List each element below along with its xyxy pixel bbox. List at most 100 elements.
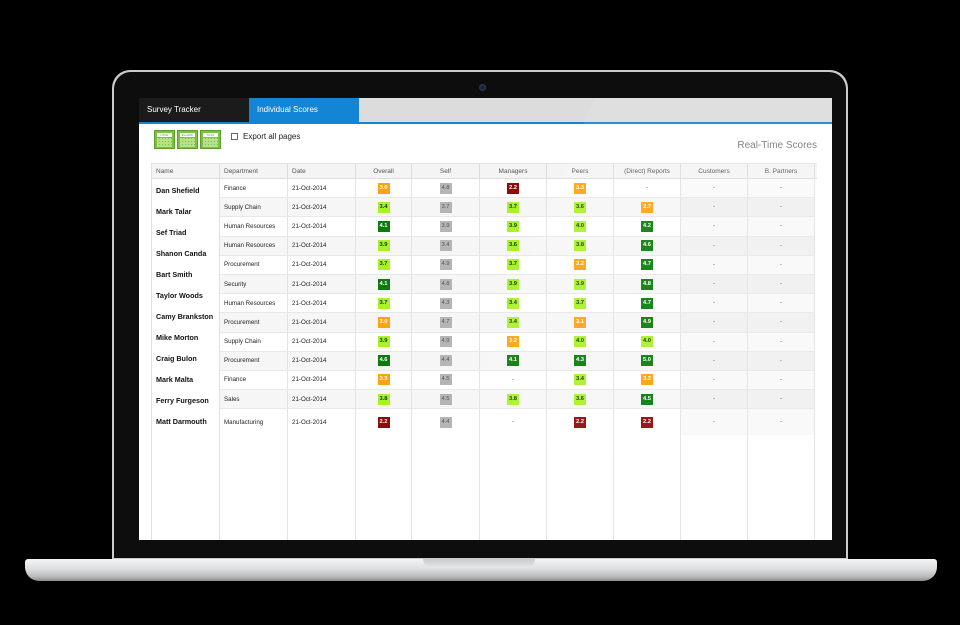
- score-badge: 2.2: [574, 416, 586, 428]
- managers-cell: 3.2: [480, 332, 547, 351]
- score-badge: 4.0: [641, 336, 653, 348]
- column-header-customers[interactable]: Customers: [681, 164, 748, 178]
- reports-cell: 3.2: [614, 370, 681, 390]
- empty-score: -: [512, 376, 514, 383]
- tab-survey-tracker[interactable]: Survey Tracker: [139, 98, 249, 122]
- score-badge: 2.2: [377, 416, 390, 428]
- tab-individual-scores[interactable]: Individual Scores: [249, 98, 359, 122]
- employee-name[interactable]: Mark Talar: [156, 207, 192, 216]
- score-badge: 3.7: [574, 297, 586, 309]
- reports-cell: 4.7: [614, 294, 681, 313]
- customers-cell: -: [681, 390, 748, 409]
- employee-name[interactable]: Bart Smith: [156, 270, 193, 279]
- table-row[interactable]: Finance 21-Oct-2014 3.3 4.5 - 3.4 3.2 - -: [220, 370, 815, 391]
- overall-cell: 3.3: [356, 370, 412, 390]
- employee-name[interactable]: Mike Morton: [156, 333, 199, 342]
- department-cell: Human Resources: [220, 294, 288, 313]
- employee-name[interactable]: Shanon Canda: [156, 249, 207, 258]
- partners-cell: -: [748, 390, 815, 409]
- employee-name[interactable]: Camy Brankston: [156, 312, 214, 321]
- managers-cell: 3.4: [480, 294, 547, 313]
- table-row[interactable]: Procurement 21-Oct-2014 4.6 4.4 4.1 4.3 5.0 - -: [220, 351, 815, 371]
- managers-cell: 4.1: [480, 351, 547, 370]
- overall-cell: 4.1: [356, 217, 412, 236]
- peers-cell: 2.2: [547, 409, 614, 436]
- xlsx-export-icon[interactable]: XLSX: [200, 130, 221, 149]
- date-cell: 21-Oct-2014: [288, 294, 356, 313]
- score-badge: 3.4: [507, 316, 519, 328]
- empty-score: -: [646, 185, 648, 192]
- overall-cell: 3.0: [356, 313, 412, 332]
- table-row[interactable]: Procurement 21-Oct-2014 3.0 4.7 3.4 3.1 4.9 - -: [220, 313, 815, 333]
- employee-name[interactable]: Taylor Woods: [156, 291, 203, 300]
- partners-cell: -: [748, 217, 815, 236]
- table-row[interactable]: Supply Chain 21-Oct-2014 3.9 4.9 3.2 4.0 4.0 - -: [220, 332, 815, 352]
- excel-export-icon[interactable]: ExcelML: [177, 130, 198, 149]
- column-header-self[interactable]: Self: [412, 164, 480, 178]
- peers-cell: 3.3: [547, 179, 614, 198]
- html-export-icon[interactable]: HTML: [154, 130, 175, 149]
- customers-cell: -: [681, 274, 748, 294]
- column-header-name[interactable]: Name: [152, 164, 220, 178]
- self-cell: 4.8: [412, 274, 480, 294]
- reports-cell: 4.6: [614, 236, 681, 255]
- export-all-checkbox[interactable]: [231, 133, 238, 140]
- table-empty-area: [220, 423, 815, 540]
- column-header-overall[interactable]: Overall: [356, 164, 412, 178]
- table-row[interactable]: Sales 21-Oct-2014 3.8 4.5 3.8 3.6 4.5 - -: [220, 390, 815, 410]
- department-cell: Procurement: [220, 255, 288, 274]
- score-badge: 3.9: [439, 220, 452, 232]
- column-header-date[interactable]: Date: [288, 164, 356, 178]
- peers-cell: 3.6: [547, 390, 614, 409]
- empty-score: -: [780, 261, 782, 268]
- column-header-department[interactable]: Department: [220, 164, 288, 178]
- score-badge: 3.1: [574, 316, 586, 328]
- table-row[interactable]: Human Resources 21-Oct-2014 3.7 4.3 3.4 3.7 4.…: [220, 294, 815, 314]
- table-row[interactable]: Procurement 21-Oct-2014 3.7 4.9 3.7 3.2 4.7 - -: [220, 255, 815, 275]
- table-row[interactable]: Human Resources 21-Oct-2014 3.9 3.4 3.6 3.8 4.…: [220, 236, 815, 256]
- score-badge: 4.0: [574, 220, 586, 232]
- table-row[interactable]: Supply Chain 21-Oct-2014 3.4 3.7 3.7 3.6 2.7 - -: [220, 198, 815, 218]
- table-row[interactable]: Manufacturing 21-Oct-2014 2.2 4.4 - 2.2 2.2 - -: [220, 409, 815, 436]
- peers-cell: 4.0: [547, 217, 614, 236]
- managers-cell: 3.4: [480, 313, 547, 332]
- score-badge: 3.2: [574, 259, 586, 271]
- score-badge: 2.2: [507, 182, 519, 194]
- department-cell: Supply Chain: [220, 198, 288, 217]
- export-all-pages[interactable]: Export all pages: [231, 132, 300, 141]
- employee-name[interactable]: Mark Malta: [156, 375, 194, 384]
- score-badge: 3.8: [507, 393, 519, 405]
- score-badge: 4.1: [377, 220, 390, 232]
- employee-name[interactable]: Ferry Furgeson: [156, 396, 209, 405]
- peers-cell: 4.0: [547, 332, 614, 351]
- score-badge: 3.4: [507, 297, 519, 309]
- empty-score: -: [713, 338, 715, 345]
- managers-cell: 2.2: [480, 179, 547, 198]
- date-cell: 21-Oct-2014: [288, 255, 356, 274]
- employee-name[interactable]: Sef Triad: [156, 228, 187, 237]
- table-row[interactable]: Human Resources 21-Oct-2014 4.1 3.9 3.9 4.0 4.…: [220, 217, 815, 237]
- managers-cell: 3.7: [480, 255, 547, 274]
- score-badge: 4.6: [641, 240, 653, 252]
- table-row[interactable]: Finance 21-Oct-2014 3.0 4.8 2.2 3.3 - - -: [220, 179, 815, 199]
- column-header-peers[interactable]: Peers: [547, 164, 614, 178]
- column-header-direct-reports[interactable]: (Direct) Reports: [614, 164, 681, 178]
- managers-cell: -: [480, 370, 547, 390]
- date-cell: 21-Oct-2014: [288, 217, 356, 236]
- score-badge: 4.7: [641, 259, 653, 271]
- peers-cell: 3.9: [547, 274, 614, 294]
- date-cell: 21-Oct-2014: [288, 179, 356, 198]
- reports-cell: 4.0: [614, 332, 681, 351]
- date-cell: 21-Oct-2014: [288, 198, 356, 217]
- column-header-managers[interactable]: Managers: [480, 164, 547, 178]
- employee-name[interactable]: Craig Bulon: [156, 354, 197, 363]
- employee-name[interactable]: Matt Darmouth: [156, 417, 207, 426]
- employee-name[interactable]: Dan Shefield: [156, 186, 200, 195]
- overall-cell: 3.7: [356, 255, 412, 274]
- peers-cell: 3.6: [547, 198, 614, 217]
- empty-score: -: [713, 300, 715, 307]
- department-cell: Security: [220, 274, 288, 294]
- column-header-partners[interactable]: B. Partners: [748, 164, 815, 178]
- self-cell: 4.9: [412, 255, 480, 274]
- table-row[interactable]: Security 21-Oct-2014 4.1 4.8 3.9 3.9 4.8 - -: [220, 274, 815, 295]
